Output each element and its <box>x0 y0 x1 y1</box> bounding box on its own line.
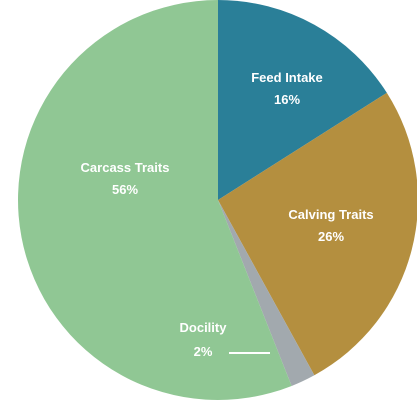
calving-traits-value: 26% <box>318 229 344 244</box>
pie-slice-feed-intake <box>218 0 387 200</box>
pie-labels: Feed Intake 16% Calving Traits 26% Docil… <box>81 70 374 359</box>
calving-traits-label: Calving Traits <box>288 207 373 222</box>
feed-intake-value: 16% <box>274 92 300 107</box>
docility-value: 2% <box>194 344 213 359</box>
carcass-traits-value: 56% <box>112 182 138 197</box>
pie-slices <box>18 0 417 401</box>
pie-slice-calving-traits <box>218 92 417 376</box>
pie-slice-docility <box>218 200 315 386</box>
feed-intake-label: Feed Intake <box>251 70 323 85</box>
pie-slice-carcass-traits <box>18 0 292 401</box>
carcass-traits-label: Carcass Traits <box>81 160 170 175</box>
docility-label: Docility <box>180 320 228 335</box>
